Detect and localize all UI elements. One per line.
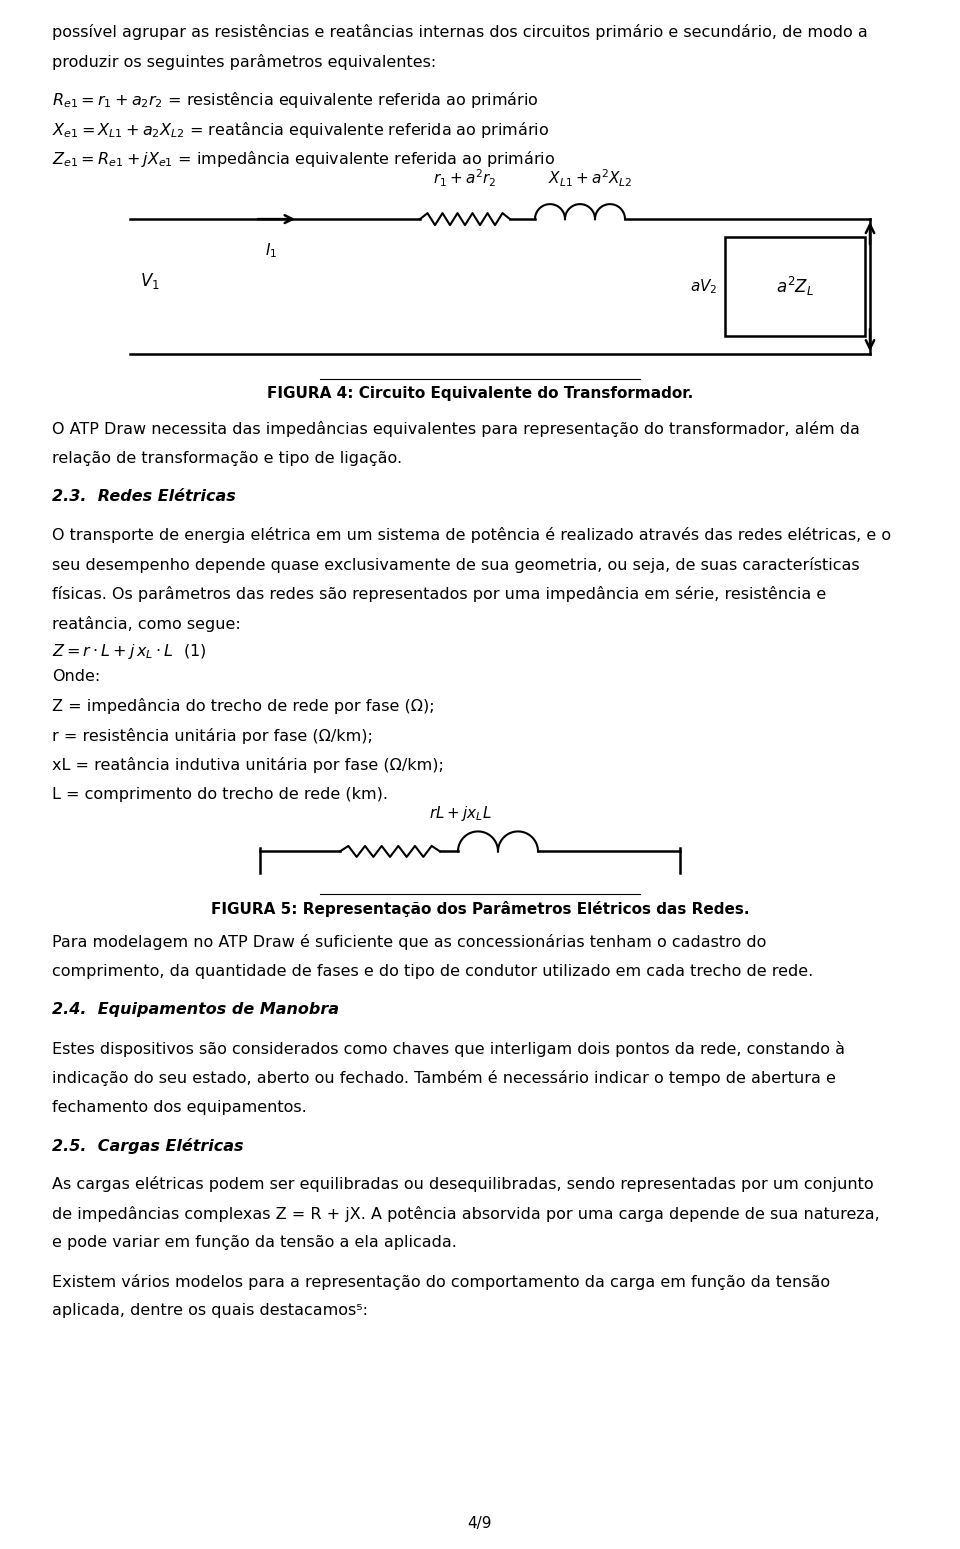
Text: Estes dispositivos são considerados como chaves que interligam dois pontos da re: Estes dispositivos são considerados como… xyxy=(52,1041,845,1056)
Text: físicas. Os parâmetros das redes são representados por uma impedância em série, : físicas. Os parâmetros das redes são rep… xyxy=(52,587,827,603)
Text: de impedâncias complexas Z = R + jX. A potência absorvida por uma carga depende : de impedâncias complexas Z = R + jX. A p… xyxy=(52,1205,879,1222)
Text: fechamento dos equipamentos.: fechamento dos equipamentos. xyxy=(52,1100,307,1115)
Text: $aV_2$: $aV_2$ xyxy=(689,277,717,296)
Text: reatância, como segue:: reatância, como segue: xyxy=(52,617,241,632)
Bar xyxy=(725,237,865,336)
Text: As cargas elétricas podem ser equilibradas ou desequilibradas, sendo representad: As cargas elétricas podem ser equilibrad… xyxy=(52,1176,874,1193)
Text: $I_1$: $I_1$ xyxy=(265,242,277,260)
Text: $V_1$: $V_1$ xyxy=(140,271,159,291)
Text: e pode variar em função da tensão a ela aplicada.: e pode variar em função da tensão a ela … xyxy=(52,1235,457,1250)
Text: FIGURA 5: Representação dos Parâmetros Elétricos das Redes.: FIGURA 5: Representação dos Parâmetros E… xyxy=(211,902,749,917)
Text: aplicada, dentre os quais destacamos⁵:: aplicada, dentre os quais destacamos⁵: xyxy=(52,1303,368,1318)
Text: $Z_{e1} = R_{e1} + jX_{e1}$ = impedância equivalente referida ao primário: $Z_{e1} = R_{e1} + jX_{e1}$ = impedância… xyxy=(52,149,555,169)
Text: Onde:: Onde: xyxy=(52,669,100,685)
Text: $a^2Z_L$: $a^2Z_L$ xyxy=(776,276,814,297)
Text: 2.4.  Equipamentos de Manobra: 2.4. Equipamentos de Manobra xyxy=(52,1002,339,1018)
Text: Existem vários modelos para a representação do comportamento da carga em função : Existem vários modelos para a representa… xyxy=(52,1273,830,1290)
Text: r = resistência unitária por fase (Ω/km);: r = resistência unitária por fase (Ω/km)… xyxy=(52,728,372,744)
Text: possível agrupar as resistências e reatâncias internas dos circuitos primário e : possível agrupar as resistências e reatâ… xyxy=(52,23,868,40)
Text: 2.3.  Redes Elétricas: 2.3. Redes Elétricas xyxy=(52,489,236,503)
Text: $R_{e1} = r_1 + a_2r_2$ = resistência equivalente referida ao primário: $R_{e1} = r_1 + a_2r_2$ = resistência eq… xyxy=(52,90,539,110)
Text: seu desempenho depende quase exclusivamente de sua geometria, ou seja, de suas c: seu desempenho depende quase exclusivame… xyxy=(52,556,859,573)
Text: O transporte de energia elétrica em um sistema de potência é realizado através d: O transporte de energia elétrica em um s… xyxy=(52,527,891,544)
Text: relação de transformação e tipo de ligação.: relação de transformação e tipo de ligaç… xyxy=(52,451,402,466)
Text: xL = reatância indutiva unitária por fase (Ω/km);: xL = reatância indutiva unitária por fas… xyxy=(52,757,444,773)
Text: Z = impedância do trecho de rede por fase (Ω);: Z = impedância do trecho de rede por fas… xyxy=(52,699,435,714)
Text: comprimento, da quantidade de fases e do tipo de condutor utilizado em cada trec: comprimento, da quantidade de fases e do… xyxy=(52,963,813,979)
Text: $X_{e1} = X_{L1} + a_2X_{L2}$ = reatância equivalente referida ao primário: $X_{e1} = X_{L1} + a_2X_{L2}$ = reatânci… xyxy=(52,119,549,139)
Text: L = comprimento do trecho de rede (km).: L = comprimento do trecho de rede (km). xyxy=(52,787,388,802)
Text: Para modelagem no ATP Draw é suficiente que as concessionárias tenham o cadastro: Para modelagem no ATP Draw é suficiente … xyxy=(52,934,766,951)
Text: 2.5.  Cargas Elétricas: 2.5. Cargas Elétricas xyxy=(52,1139,244,1154)
Text: O ATP Draw necessita das impedâncias equivalentes para representação do transfor: O ATP Draw necessita das impedâncias equ… xyxy=(52,421,860,437)
Text: $r_1 + a^2r_2$: $r_1 + a^2r_2$ xyxy=(433,167,496,189)
Text: indicação do seu estado, aberto ou fechado. Também é necessário indicar o tempo : indicação do seu estado, aberto ou fecha… xyxy=(52,1070,836,1086)
Text: FIGURA 4: Circuito Equivalente do Transformador.: FIGURA 4: Circuito Equivalente do Transf… xyxy=(267,386,693,401)
Text: 4/9: 4/9 xyxy=(468,1516,492,1530)
Text: $X_{L1} + a^2X_{L2}$: $X_{L1} + a^2X_{L2}$ xyxy=(548,167,633,189)
Text: $r L + j x_L L$: $r L + j x_L L$ xyxy=(428,804,492,824)
Text: $Z = r \cdot L + j\,x_L \cdot L$  (1): $Z = r \cdot L + j\,x_L \cdot L$ (1) xyxy=(52,643,206,661)
Text: produzir os seguintes parâmetros equivalentes:: produzir os seguintes parâmetros equival… xyxy=(52,54,436,70)
